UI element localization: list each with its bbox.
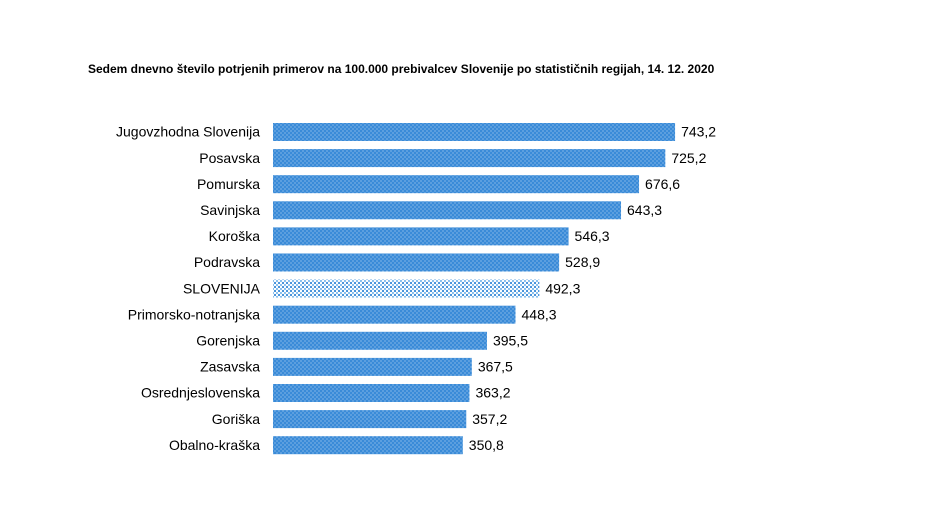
category-label: Goriška [212,411,260,427]
category-label: Osrednjeslovenska [141,385,260,401]
category-label: Gorenjska [196,333,260,349]
category-label: Podravska [194,254,260,270]
bar [273,175,640,194]
category-label: Primorsko-notranjska [128,306,260,322]
bar [273,436,463,455]
bar [273,410,467,429]
category-label: Savinjska [200,202,260,218]
bar [273,357,472,376]
value-label: 643,3 [627,202,662,218]
bar [273,384,470,402]
value-label: 367,5 [478,359,513,375]
value-label: 363,2 [475,385,510,401]
value-label: 743,2 [681,124,716,140]
value-label: 546,3 [575,228,610,244]
value-label: 350,8 [469,437,504,453]
bar [273,305,516,324]
category-label: SLOVENIJA [183,280,261,296]
category-label: Zasavska [200,359,260,375]
value-label: 725,2 [671,150,706,166]
value-label: 528,9 [565,254,600,270]
value-label: 395,5 [493,333,528,349]
category-label: Koroška [209,228,261,244]
category-label: Posavska [199,150,260,166]
value-label: 448,3 [522,306,557,322]
value-label: 357,2 [472,411,507,427]
bar [273,201,622,220]
bar [273,227,569,246]
category-label: Obalno-kraška [169,437,260,453]
bar [273,331,487,350]
category-label: Pomurska [197,176,260,192]
bar [273,149,666,168]
bar [273,253,560,272]
value-label: 492,3 [545,280,580,296]
bar [273,123,676,141]
chart-title: Sedem dnevno število potrjenih primerov … [88,62,715,76]
value-label: 676,6 [645,176,680,192]
category-label: Jugovzhodna Slovenija [116,124,260,140]
bar [273,279,540,298]
